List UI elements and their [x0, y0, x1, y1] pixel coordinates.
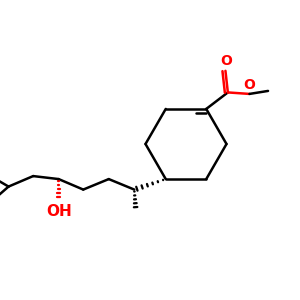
Text: OH: OH — [46, 204, 71, 219]
Text: O: O — [244, 77, 255, 92]
Text: O: O — [221, 54, 232, 68]
